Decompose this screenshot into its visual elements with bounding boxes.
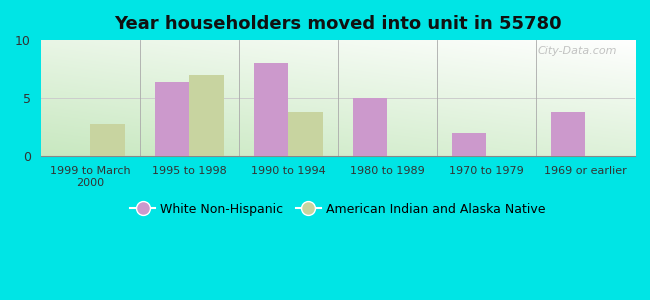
Bar bbox=[254, 63, 288, 156]
Bar bbox=[452, 133, 486, 156]
Bar bbox=[551, 112, 586, 156]
Bar bbox=[90, 124, 125, 156]
Text: City-Data.com: City-Data.com bbox=[538, 46, 617, 56]
Title: Year householders moved into unit in 55780: Year householders moved into unit in 557… bbox=[114, 15, 562, 33]
Bar bbox=[155, 82, 189, 156]
Bar bbox=[189, 75, 224, 156]
Legend: White Non-Hispanic, American Indian and Alaska Native: White Non-Hispanic, American Indian and … bbox=[125, 198, 551, 220]
Bar bbox=[353, 98, 387, 156]
Bar bbox=[288, 112, 323, 156]
